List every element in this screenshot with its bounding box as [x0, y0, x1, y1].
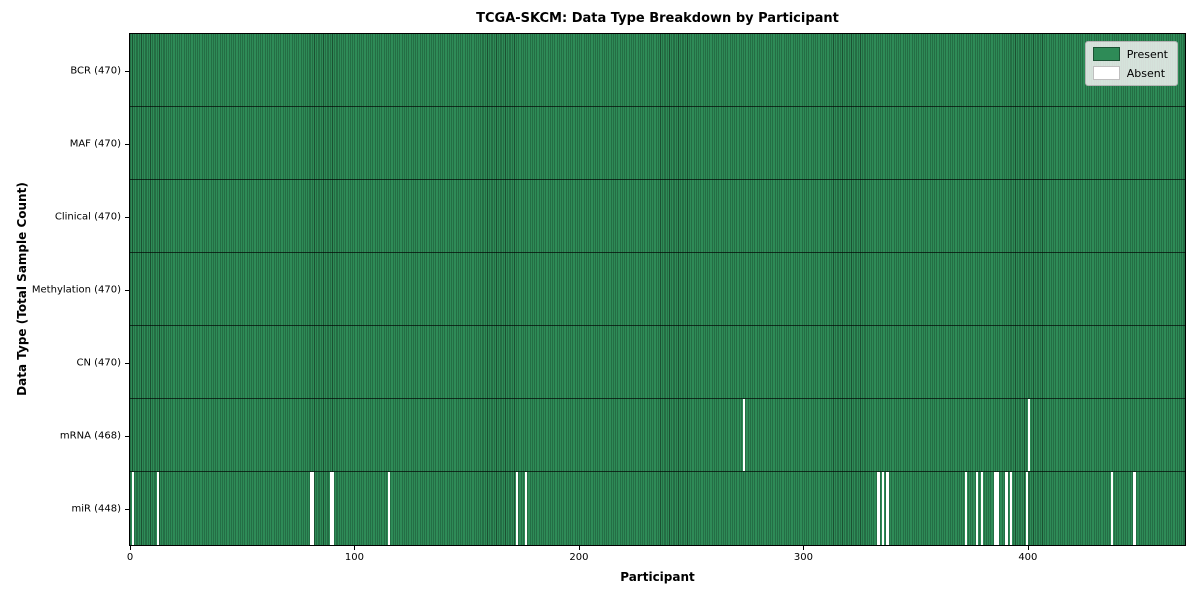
absent-cell-mir-1	[132, 472, 135, 545]
heatmap-row-clinical	[130, 180, 1185, 253]
heatmap-row-maf	[130, 107, 1185, 180]
y-tick-label-methylation: Methylation (470)	[31, 284, 121, 295]
legend-absent-label: Absent	[1126, 66, 1166, 80]
x-tick-mark	[803, 546, 805, 550]
heatmap-row-cn	[130, 326, 1185, 399]
legend: Present Absent	[1084, 41, 1178, 86]
x-tick-label-400: 400	[1018, 552, 1038, 563]
absent-cell-mir-335	[881, 472, 885, 545]
y-tick-mark	[125, 143, 129, 145]
absent-cell-mrna-273	[742, 399, 746, 471]
absent-cell-mir-12	[156, 472, 160, 545]
legend-entry-present: Present	[1092, 47, 1168, 61]
x-tick-label-0: 0	[126, 552, 134, 563]
x-tick-label-300: 300	[793, 552, 813, 563]
absent-cell-mir-81	[311, 472, 315, 545]
absent-cell-mir-399	[1025, 472, 1028, 545]
x-tick-mark	[578, 546, 580, 550]
y-tick-mark	[125, 508, 129, 510]
absent-cell-mir-390	[1005, 472, 1008, 545]
y-tick-label-cn: CN (470)	[76, 357, 121, 368]
y-tick-mark	[125, 362, 129, 364]
heatmap-row-bcr	[130, 34, 1185, 107]
y-tick-label-clinical: Clinical (470)	[54, 211, 121, 222]
heatmap-plot-area	[129, 33, 1186, 546]
y-tick-mark	[125, 435, 129, 437]
absent-cell-mir-447	[1133, 472, 1136, 545]
y-tick-label-mrna: mRNA (468)	[59, 430, 121, 441]
x-tick-mark	[354, 546, 356, 550]
x-tick-mark	[1027, 546, 1029, 550]
legend-present-swatch	[1092, 47, 1120, 61]
absent-cell-mir-377	[976, 472, 979, 545]
absent-cell-mir-90	[332, 472, 335, 545]
absent-cell-mir-176	[525, 472, 528, 545]
heatmap-row-methylation	[130, 253, 1185, 326]
absent-cell-mir-172	[516, 472, 519, 545]
legend-absent-swatch	[1092, 66, 1120, 80]
absent-cell-mir-89	[329, 472, 332, 545]
absent-cell-mir-386	[996, 472, 999, 545]
y-tick-label-bcr: BCR (470)	[70, 65, 121, 76]
absent-cell-mir-437	[1110, 472, 1114, 545]
absent-cell-mir-333	[877, 472, 880, 545]
chart-title: TCGA-SKCM: Data Type Breakdown by Partic…	[476, 11, 839, 26]
y-axis-label: Data Type (Total Sample Count)	[15, 182, 29, 396]
absent-cell-mir-379	[980, 472, 983, 545]
legend-entry-absent: Absent	[1092, 66, 1168, 80]
y-tick-label-mir: miR (448)	[71, 503, 121, 514]
y-tick-mark	[125, 70, 129, 72]
y-tick-mark	[125, 216, 129, 218]
heatmap-row-mir	[130, 472, 1185, 545]
heatmap-row-mrna	[130, 399, 1185, 472]
x-tick-label-200: 200	[569, 552, 589, 563]
y-tick-label-maf: MAF (470)	[69, 138, 121, 149]
absent-cell-mir-385	[994, 472, 997, 545]
absent-cell-mir-372	[965, 472, 968, 545]
absent-cell-mir-115	[388, 472, 391, 545]
y-tick-mark	[125, 289, 129, 291]
legend-present-label: Present	[1126, 47, 1168, 61]
x-axis-label: Participant	[620, 570, 695, 584]
absent-cell-mir-80	[309, 472, 312, 545]
x-tick-mark	[130, 546, 131, 550]
x-tick-label-100: 100	[344, 552, 364, 563]
absent-cell-mir-337	[886, 472, 889, 545]
absent-cell-mrna-400	[1027, 399, 1031, 471]
absent-cell-mir-392	[1009, 472, 1013, 545]
